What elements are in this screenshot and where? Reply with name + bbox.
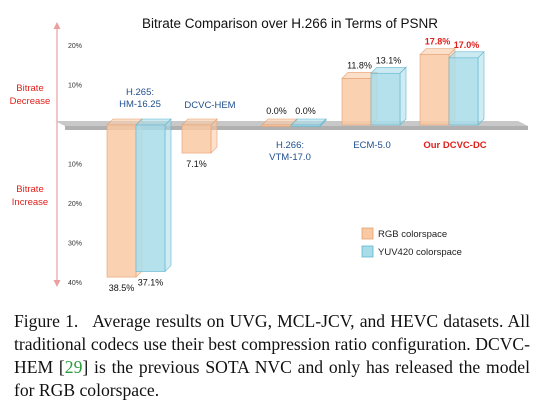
bar-yuv-top	[448, 51, 485, 59]
category-label: H.265: HM-16.25	[119, 87, 161, 110]
citation-link[interactable]: 29	[64, 357, 83, 377]
bitrate-decrease-label: Bitrate Decrease	[10, 83, 51, 107]
y-tick-label: 10%	[68, 162, 82, 169]
y-tick-label: 30%	[68, 241, 82, 248]
chart-title: Bitrate Comparison over H.266 in Terms o…	[142, 16, 438, 31]
bar-rgb-front	[419, 54, 450, 126]
bar-yuv	[448, 51, 485, 126]
data-label: 0.0%	[266, 106, 287, 116]
data-label: 0.0%	[295, 106, 316, 116]
data-label: 38.5%	[109, 283, 135, 293]
bars	[106, 47, 485, 278]
bar-yuv-front	[135, 124, 166, 272]
bar-yuv-front	[448, 57, 479, 126]
category-label: Our DCVC-DC	[423, 140, 486, 151]
bar-yuv-front	[370, 72, 401, 126]
bar-yuv-top	[370, 66, 407, 74]
bar-yuv	[370, 66, 407, 126]
legend-label: YUV420 colorspace	[378, 247, 462, 258]
data-label: 17.0%	[454, 40, 480, 50]
data-label: 11.8%	[347, 60, 372, 70]
legend: RGB colorspace YUV420 colorspace	[361, 227, 462, 258]
bar-rgb	[181, 118, 218, 154]
labels: 38.5%37.1% 7.1% 0.0% 0.0% 11.8% 13.1% 17.8% 17.…	[109, 37, 487, 293]
bar-rgb-top	[181, 118, 218, 126]
bar-rgb-top	[419, 48, 456, 55]
figure-label: Figure 1.	[14, 311, 79, 331]
data-label: 17.8%	[425, 37, 451, 47]
zero-plane-front	[65, 126, 528, 130]
bar-yuv-top	[290, 118, 327, 126]
y-tick-label: 40%	[68, 280, 82, 287]
bitrate-increase-label: Bitrate Increase	[12, 184, 48, 208]
caption-text: Average results on UVG, MCL-JCV, and HEV…	[14, 311, 531, 377]
category-label: DCVC-HEM	[184, 100, 235, 111]
bar-rgb-front	[106, 124, 137, 278]
bar-yuv	[135, 118, 172, 273]
y-axis: 20%10%0%10%20%30%40%BitrateDecreaseBitra…	[10, 22, 82, 287]
bar-rgb-front	[181, 124, 212, 154]
bar-yuv-side	[399, 66, 407, 126]
y-axis-arrow-down	[53, 280, 61, 287]
y-tick-label: 10%	[68, 83, 82, 90]
data-label: 13.1%	[376, 55, 402, 65]
bar-yuv-front	[290, 124, 321, 127]
legend-label: RGB colorspace	[378, 229, 447, 240]
data-label: 37.1%	[138, 278, 164, 288]
bar-yuv-top	[135, 118, 172, 126]
y-tick-label: 20%	[68, 201, 82, 208]
figure-caption: Figure 1. Average results on UVG, MCL-JCV…	[14, 310, 530, 402]
category-label: ECM-5.0	[353, 140, 390, 151]
y-tick-label: 20%	[68, 43, 82, 50]
bar-rgb-front	[341, 78, 372, 126]
data-label: 7.1%	[186, 159, 207, 169]
y-axis-arrow-up	[53, 22, 61, 29]
bitrate-comparison-chart: Bitrate Comparison over H.266 in Terms o…	[10, 16, 528, 293]
bar-rgb-front	[261, 124, 292, 127]
category-label: H.266: VTM-17.0	[269, 140, 311, 163]
bar-yuv-side	[477, 51, 485, 126]
bar-yuv	[290, 118, 327, 128]
caption-text-end: ] is the previous SOTA NVC and only has …	[14, 357, 531, 400]
bar-yuv-side	[164, 118, 172, 273]
legend-swatch	[361, 245, 374, 258]
legend-swatch	[361, 227, 374, 240]
